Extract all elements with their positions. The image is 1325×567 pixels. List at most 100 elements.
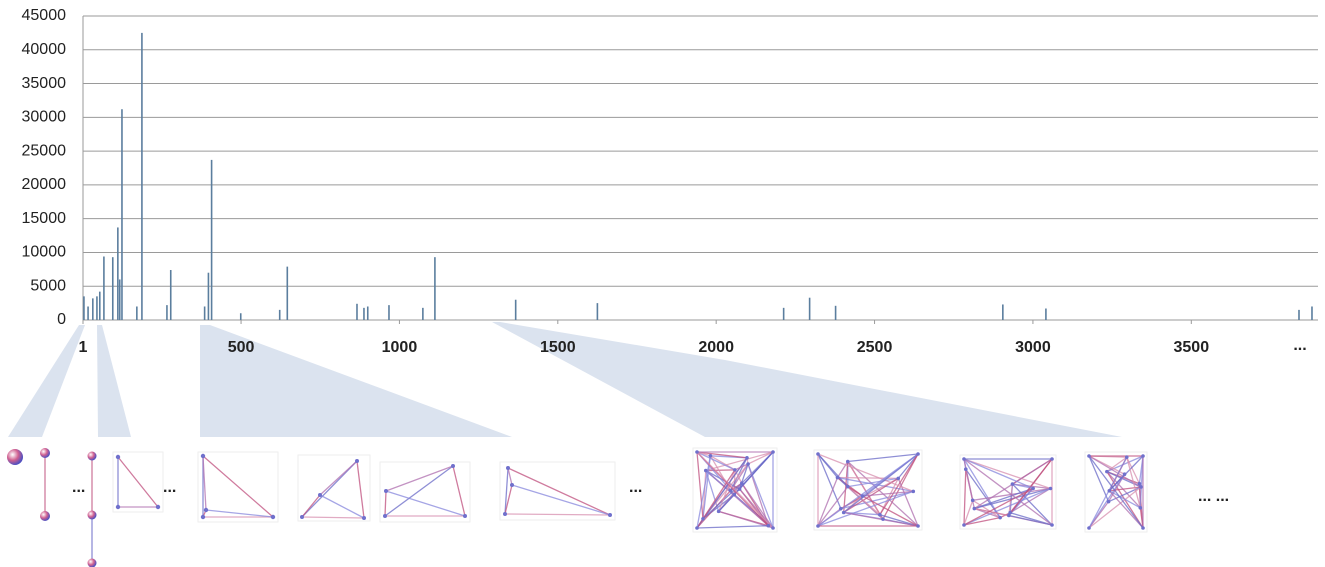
y-tick-label: 45000: [22, 7, 67, 24]
x-tick-label: 2000: [698, 339, 734, 356]
graph-node: [846, 485, 850, 489]
graph-node: [695, 526, 699, 530]
graph-node: [1125, 455, 1129, 459]
bar: [434, 257, 436, 320]
bar: [208, 273, 210, 320]
graph-node: [40, 448, 50, 458]
bar: [103, 256, 105, 320]
graph-node: [839, 507, 843, 511]
y-tick-label: 30000: [22, 109, 67, 126]
ellipsis: ...: [629, 479, 642, 496]
graph-node: [733, 468, 737, 472]
graph-node: [1105, 470, 1109, 474]
y-tick-label: 0: [57, 311, 66, 328]
graph-node: [896, 477, 900, 481]
graph-edge: [512, 485, 610, 515]
graph-node: [701, 517, 705, 521]
graph-frame: [298, 455, 370, 521]
graph-edge: [386, 491, 465, 516]
graph-node: [1107, 500, 1111, 504]
graph-node: [1108, 489, 1112, 493]
graph-edge: [320, 495, 364, 518]
x-tick-label: 1000: [382, 339, 418, 356]
graph-node: [318, 493, 322, 497]
bar: [279, 310, 281, 320]
y-tick-label: 35000: [22, 75, 67, 92]
graph-node: [503, 512, 507, 516]
y-tick-label: 25000: [22, 142, 67, 159]
x-tick-label: 500: [228, 339, 255, 356]
graph-node: [88, 559, 97, 567]
graph-node: [204, 508, 208, 512]
graph-node: [1141, 526, 1145, 530]
graph-node: [355, 459, 359, 463]
graph-node: [998, 516, 1002, 520]
graph-node: [816, 452, 820, 456]
bar: [141, 33, 143, 320]
bar: [809, 298, 811, 320]
x-tick-label: 1: [79, 339, 88, 356]
graph-edge: [964, 518, 1000, 525]
graph-edge: [386, 466, 453, 491]
bar: [835, 306, 837, 320]
graph-edge: [206, 510, 273, 517]
graph-node: [836, 476, 840, 480]
graph-edge: [964, 469, 966, 525]
graph-node: [608, 513, 612, 517]
bar: [99, 292, 101, 320]
figure: ... ... ... ... ... 05000100001500020000…: [0, 0, 1325, 567]
graph-node: [740, 481, 744, 485]
graph-edge: [1109, 491, 1143, 528]
x-tick-label: 1500: [540, 339, 576, 356]
graph-edge: [697, 526, 768, 528]
funnel: [8, 325, 85, 437]
graph-node: [1141, 454, 1145, 458]
bar: [363, 308, 365, 320]
y-tick-label: 40000: [22, 41, 67, 58]
bar: [92, 298, 94, 320]
graph-node: [767, 524, 771, 528]
bar: [240, 313, 242, 320]
bar: [121, 109, 123, 320]
bar: [112, 257, 114, 320]
graph-edge: [837, 478, 898, 479]
ellipsis: ... ...: [1198, 488, 1229, 505]
graph-edge: [118, 457, 158, 507]
graph-edge: [508, 468, 610, 515]
graph-node: [973, 507, 977, 511]
bar: [1311, 306, 1313, 320]
graph-node: [1007, 514, 1011, 518]
graph-node: [201, 515, 205, 519]
bar: [204, 306, 206, 320]
y-tick-label: 15000: [22, 210, 67, 227]
graph-node: [964, 467, 968, 471]
graph-edge: [964, 459, 1033, 488]
graph-edge: [302, 495, 320, 517]
graph-node: [717, 510, 721, 514]
x-tick-label: 3500: [1174, 339, 1210, 356]
bar: [367, 306, 369, 320]
bar: [119, 279, 121, 320]
graph-node: [771, 526, 775, 530]
graph-node: [510, 483, 514, 487]
graph-node: [732, 493, 736, 497]
ellipsis: ...: [163, 479, 176, 496]
graph-node: [962, 457, 966, 461]
graph-node: [40, 511, 50, 521]
graph-node: [709, 454, 713, 458]
graph-node: [916, 452, 920, 456]
funnel: [97, 325, 131, 437]
graph-node: [88, 511, 97, 520]
graph-edge: [508, 468, 512, 485]
bar: [1045, 309, 1047, 320]
ellipsis: ...: [72, 479, 85, 496]
graph-node: [116, 505, 120, 509]
graph-node: [384, 489, 388, 493]
bar: [388, 305, 390, 320]
bar: [83, 296, 85, 320]
graph-node: [971, 499, 975, 503]
graph-edge: [848, 487, 863, 496]
graph-node: [1087, 454, 1091, 458]
bar: [96, 296, 98, 320]
graph-node: [911, 490, 915, 494]
